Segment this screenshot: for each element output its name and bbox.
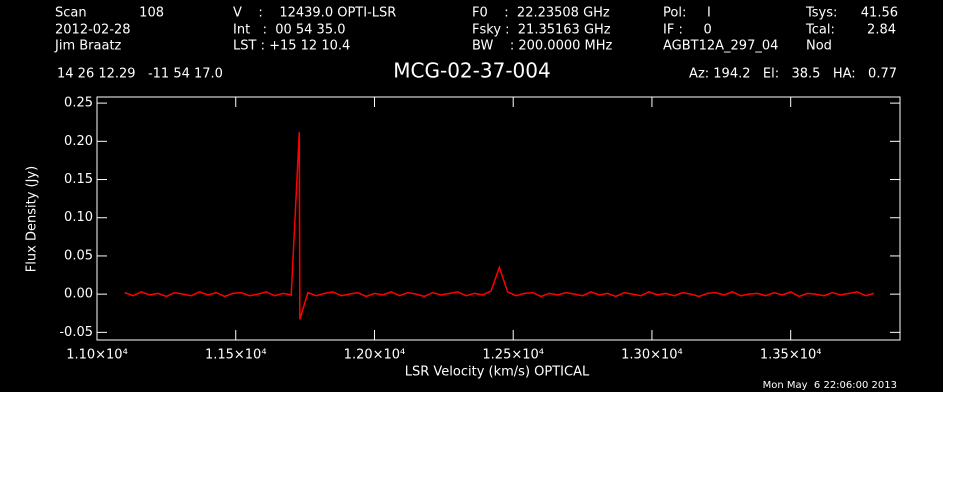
header-text: Az: 194.2 El: 38.5 HA: 0.77 — [689, 67, 897, 82]
x-tick-label: 1.25×10⁴ — [482, 348, 544, 363]
header-text: 41.56 — [861, 6, 898, 21]
header-text: Tsys: — [805, 6, 837, 21]
x-tick-label: 1.15×10⁴ — [205, 348, 267, 363]
header-text: AGBT12A_297_04 — [663, 39, 778, 54]
x-tick-label: 1.10×10⁴ — [66, 348, 128, 363]
x-tick-label: 1.20×10⁴ — [344, 348, 406, 363]
header-text: Int : 00 54 35.0 — [233, 23, 346, 38]
y-tick-label: 0.25 — [64, 96, 93, 111]
background — [0, 0, 943, 392]
y-axis-label: Flux Density (Jy) — [25, 166, 40, 272]
plot-frame — [96, 96, 901, 341]
header-text: Pol: I — [663, 6, 711, 21]
header-text: Jim Braatz — [54, 39, 122, 54]
y-tick-label: 0.15 — [64, 172, 93, 187]
header-text: BW : 200.0000 MHz — [472, 39, 613, 54]
x-tick-label: 1.30×10⁴ — [621, 348, 683, 363]
x-tick-label: 1.35×10⁴ — [760, 348, 822, 363]
y-tick-label: -0.05 — [59, 325, 93, 340]
header-text: 108 — [139, 6, 164, 21]
spectrum-line — [124, 132, 875, 320]
header-text: IF : 0 — [663, 23, 712, 38]
header-text: 14 26 12.29 -11 54 17.0 — [57, 67, 223, 82]
y-tick-label: 0.05 — [64, 248, 93, 263]
y-tick-label: 0.10 — [64, 210, 93, 225]
header-text: Scan — [55, 6, 87, 21]
y-tick-label: 0.00 — [64, 287, 93, 302]
timestamp: Mon May 6 22:06:00 2013 — [763, 380, 897, 391]
header-text: 2012-02-28 — [55, 23, 131, 38]
header-text: 2.84 — [867, 23, 896, 38]
header-text: F0 : 22.23508 GHz — [472, 6, 610, 21]
header-text: Fsky : 21.35163 GHz — [472, 23, 611, 38]
header-text: Tcal: — [805, 23, 835, 38]
header-text: LST : +15 12 10.4 — [233, 39, 350, 54]
y-tick-label: 0.20 — [64, 134, 93, 149]
header-text: Nod — [806, 39, 832, 54]
x-axis-label: LSR Velocity (km/s) OPTICAL — [405, 365, 590, 380]
chart-title: MCG-02-37-004 — [393, 59, 550, 83]
header-text: V : 12439.0 OPTI-LSR — [233, 6, 396, 21]
